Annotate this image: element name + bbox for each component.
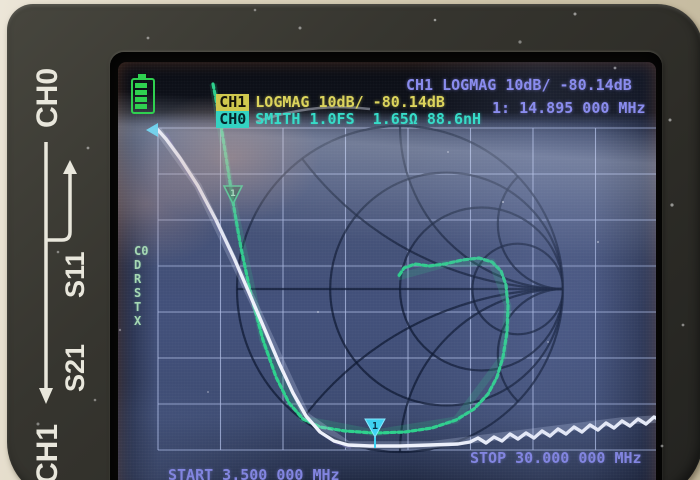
white-trace <box>156 128 656 448</box>
trace1-text: LOGMAG 10dB/ -80.14dB <box>255 93 445 111</box>
trace2-channel-chip: CH0 <box>216 111 250 128</box>
cal-status: C0 D R S T X <box>134 244 149 328</box>
smith-chart-grid <box>235 124 565 454</box>
lcd-touchscreen[interactable]: 1 1 CH1 LOGMAG 10dB/ -80.14dB CH1 LOGMAG … <box>118 62 656 480</box>
trace2-text: SMITH 1.0FS 1.65Ω 88.6nH <box>255 110 482 128</box>
battery-icon <box>131 74 155 114</box>
stop-frequency[interactable]: STOP 30.000 000 MHz <box>470 449 642 467</box>
finger-glare-edge <box>255 105 371 124</box>
trace2-readout: CH0 SMITH 1.0FS 1.65Ω 88.6nH <box>162 94 481 145</box>
svg-text:1: 1 <box>230 189 235 199</box>
trace3-readout: CH1 LOGMAG 10dB/ -80.14dB <box>406 76 632 94</box>
screen-dust <box>207 151 600 393</box>
reference-level-marker-icon[interactable] <box>146 123 158 137</box>
trace1-readout: CH1 LOGMAG 10dB/ -80.14dB <box>162 77 445 128</box>
svg-text:1: 1 <box>372 421 378 432</box>
marker-1-smith-triangle[interactable]: 1 <box>222 185 244 206</box>
trace1-channel-chip: CH1 <box>216 94 250 111</box>
start-frequency[interactable]: START 3.500 000 MHz <box>168 466 340 480</box>
marker-readout: 1: 14.895 000 MHz <box>492 99 646 117</box>
marker-1-triangle[interactable]: 1 <box>364 418 386 448</box>
